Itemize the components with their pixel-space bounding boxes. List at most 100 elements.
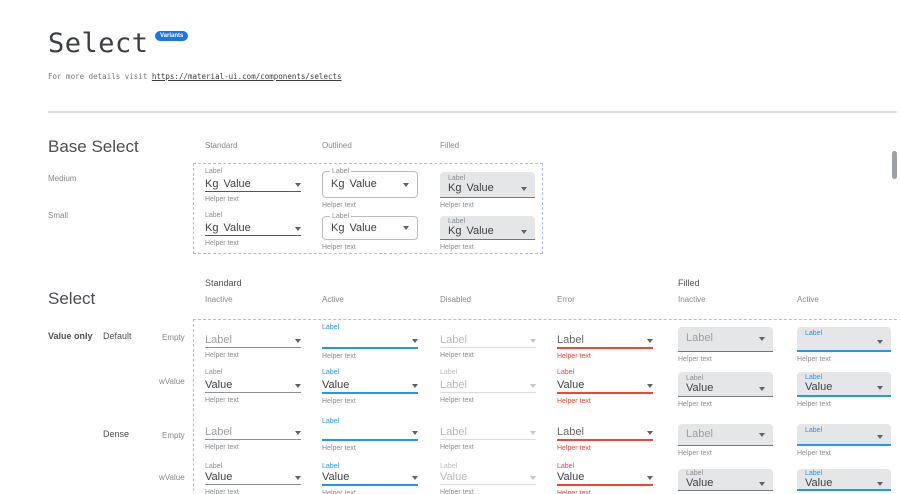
select-value: Kg Value xyxy=(448,225,494,238)
select-field[interactable]: Value xyxy=(557,472,653,484)
select-field[interactable]: Label KgValue xyxy=(440,172,535,198)
select-value: KgValue xyxy=(331,222,377,235)
select-field[interactable]: KgValue xyxy=(205,221,301,235)
select-underline xyxy=(440,484,536,485)
select-underline xyxy=(322,392,418,394)
state-header-disabled: Disabled xyxy=(440,295,471,304)
select-value: KgValue xyxy=(205,178,251,191)
select-standard-active-wvalue-dense: Label Value Helper text xyxy=(322,462,418,494)
select-field[interactable]: Label KgValue xyxy=(322,216,418,240)
dropdown-arrow-icon xyxy=(530,476,536,480)
select-underline xyxy=(557,484,653,486)
select-standard-error-empty-dense: Label Helper text xyxy=(557,417,653,453)
select-field[interactable]: Value xyxy=(322,472,418,484)
select-filled-active-wvalue-dense: Label Value Helper text xyxy=(797,462,891,494)
select-field[interactable]: Label xyxy=(557,333,653,347)
select-filled-active-empty-dense: Label Helper text xyxy=(797,417,891,458)
dropdown-arrow-icon xyxy=(877,340,883,344)
select-filled-inactive-wvalue-dense: Label Value Helper text xyxy=(678,462,773,494)
value-adornment: Kg xyxy=(205,178,218,190)
helper-text: Helper text xyxy=(322,244,418,252)
select-standard-inactive-wvalue: Label Value Helper text xyxy=(205,368,301,405)
select-field[interactable]: Value xyxy=(557,378,653,392)
select-underline xyxy=(205,484,301,485)
select-underline xyxy=(205,392,301,393)
select-underline xyxy=(440,439,536,440)
select-field[interactable]: Label xyxy=(557,427,653,439)
helper-text: Helper text xyxy=(440,444,536,452)
state-header-active: Active xyxy=(322,295,344,304)
select-heading: Select xyxy=(48,289,95,309)
base-standard-small-select: Label KgValue Helper text xyxy=(205,211,301,248)
select-field[interactable]: Label Value xyxy=(678,469,773,491)
select-field[interactable]: Label xyxy=(205,333,301,347)
select-label: Label xyxy=(322,368,418,378)
dropdown-arrow-icon xyxy=(759,387,765,391)
select-field[interactable]: Label KgValue xyxy=(322,171,418,198)
select-placeholder: Label xyxy=(440,426,467,439)
select-placeholder: Label xyxy=(205,334,232,347)
select-value: KgValue xyxy=(331,178,377,191)
dropdown-arrow-icon xyxy=(647,476,653,480)
dropdown-arrow-icon xyxy=(295,476,301,480)
select-field[interactable]: Label Value xyxy=(678,372,773,397)
helper-text: Helper text xyxy=(205,489,301,494)
select-docs-page: Select Variants For more details visit h… xyxy=(0,0,900,494)
select-field[interactable]: Label xyxy=(440,378,536,392)
docs-link[interactable]: https://material-ui.com/components/selec… xyxy=(152,72,342,81)
select-field[interactable]: Label xyxy=(797,424,891,446)
dropdown-arrow-icon xyxy=(530,339,536,343)
helper-text: Helper text xyxy=(440,352,536,360)
dropdown-arrow-icon xyxy=(521,230,527,234)
helper-text: Helper text xyxy=(440,202,535,210)
select-field[interactable]: Label Value xyxy=(797,469,891,491)
select-field[interactable]: Label xyxy=(797,327,891,352)
row-header-empty-dense: Empty xyxy=(162,431,185,440)
select-standard-inactive-wvalue-dense: Label Value Helper text xyxy=(205,462,301,494)
select-field[interactable]: Value xyxy=(440,472,536,484)
select-field[interactable]: Label xyxy=(678,327,773,352)
dropdown-arrow-icon xyxy=(647,431,653,435)
select-value: Value xyxy=(557,379,584,392)
value-text: Value xyxy=(466,225,493,237)
select-underline xyxy=(205,439,301,440)
select-standard-disabled-wvalue-dense: Label Value Helper text xyxy=(440,462,536,494)
select-value: Value xyxy=(205,379,232,392)
select-field[interactable]: Value xyxy=(205,378,301,392)
dropdown-arrow-icon xyxy=(412,384,418,388)
select-label: Label xyxy=(440,368,536,378)
select-field[interactable]: Label xyxy=(205,427,301,439)
value-adornment: Kg xyxy=(448,225,461,237)
select-field[interactable]: Label xyxy=(440,333,536,347)
select-value: Value xyxy=(805,381,832,394)
select-field[interactable]: Value xyxy=(322,378,418,392)
row-header-wvalue-default: wValue xyxy=(159,377,185,386)
scrollbar-thumb[interactable] xyxy=(892,151,897,179)
select-label: Label xyxy=(205,211,301,221)
helper-text: Helper text xyxy=(205,240,301,248)
select-standard-active-empty: Label Helper text xyxy=(322,323,418,361)
helper-text: Helper text xyxy=(678,401,773,409)
dropdown-arrow-icon xyxy=(295,339,301,343)
select-underline xyxy=(205,347,301,348)
select-field[interactable]: Label xyxy=(440,427,536,439)
helper-text: Helper text xyxy=(322,445,418,453)
select-underline xyxy=(205,191,301,192)
select-placeholder: Label xyxy=(686,332,713,345)
base-outlined-medium-select: Label KgValue Helper text xyxy=(322,166,418,210)
dropdown-arrow-icon xyxy=(403,226,409,230)
select-field[interactable]: Label xyxy=(678,424,773,446)
dropdown-arrow-icon xyxy=(877,435,883,439)
select-underline xyxy=(440,392,536,393)
header-divider xyxy=(48,111,897,113)
dropdown-arrow-icon xyxy=(295,183,301,187)
helper-text: Helper text xyxy=(440,244,535,252)
dropdown-arrow-icon xyxy=(295,227,301,231)
select-field[interactable]: KgValue xyxy=(205,177,301,191)
select-field[interactable] xyxy=(322,333,418,347)
dropdown-arrow-icon xyxy=(521,187,527,191)
select-field[interactable]: Label Value xyxy=(797,372,891,397)
select-field[interactable]: Label KgValue xyxy=(440,216,535,240)
select-field[interactable]: Value xyxy=(205,472,301,484)
select-field[interactable] xyxy=(322,427,418,439)
